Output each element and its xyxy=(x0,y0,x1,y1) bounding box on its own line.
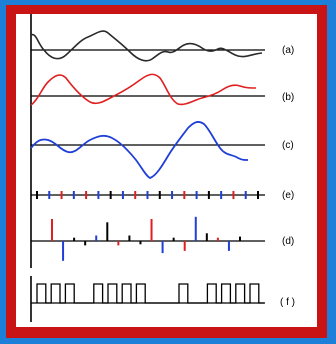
trace-b xyxy=(30,73,257,106)
pulse-train-f xyxy=(36,283,265,304)
label-d: (d) xyxy=(282,236,294,247)
label-a: (a) xyxy=(282,45,294,56)
pulse-path-f xyxy=(36,283,265,304)
label-b: (b) xyxy=(282,92,294,103)
tick-train-e xyxy=(36,191,259,199)
label-c: (c) xyxy=(282,140,294,151)
label-e: (e) xyxy=(282,190,294,201)
spike-train-d xyxy=(51,216,241,261)
trace-a xyxy=(30,30,263,62)
white-panel xyxy=(16,14,317,327)
trace-c xyxy=(30,121,249,179)
label-f: ( f ) xyxy=(280,297,295,308)
